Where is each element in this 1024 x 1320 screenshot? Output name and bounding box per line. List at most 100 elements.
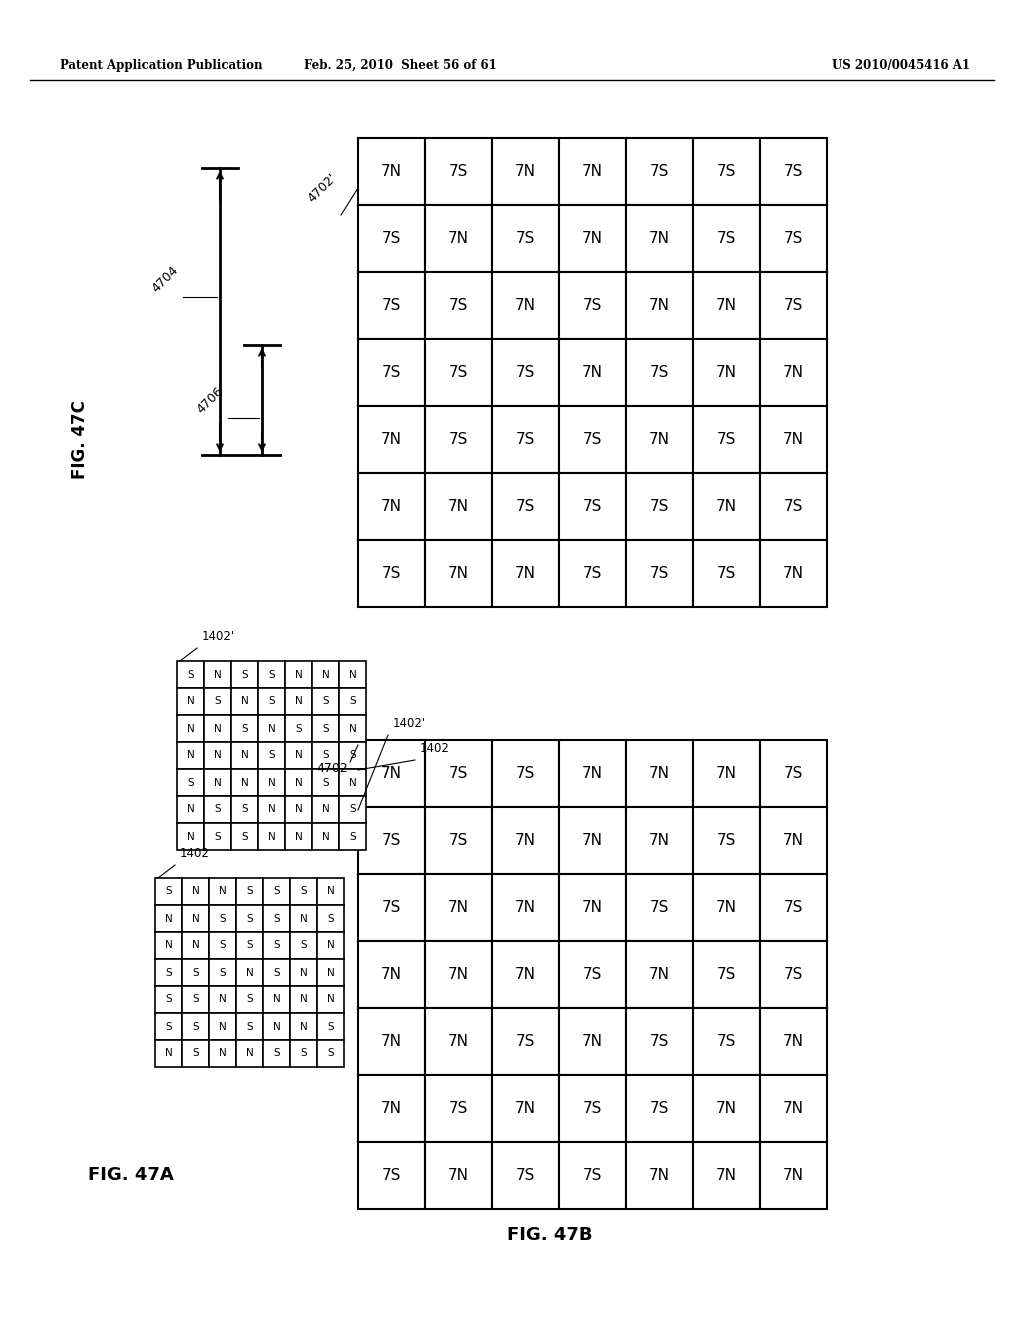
Bar bbox=[317, 932, 344, 960]
Bar bbox=[317, 1040, 344, 1067]
Bar bbox=[693, 540, 760, 607]
Bar bbox=[285, 661, 312, 688]
Bar bbox=[559, 339, 626, 407]
Text: 7N: 7N bbox=[649, 968, 670, 982]
Text: 7S: 7S bbox=[717, 1034, 736, 1049]
Text: 7S: 7S bbox=[650, 366, 670, 380]
Text: S: S bbox=[193, 1048, 199, 1059]
Bar bbox=[492, 1142, 559, 1209]
Bar bbox=[425, 205, 492, 272]
Bar bbox=[258, 688, 285, 715]
Text: S: S bbox=[323, 697, 329, 706]
Text: 4704: 4704 bbox=[150, 264, 181, 294]
Text: S: S bbox=[349, 751, 355, 760]
Text: 7S: 7S bbox=[717, 231, 736, 246]
Text: S: S bbox=[242, 669, 248, 680]
Bar bbox=[425, 540, 492, 607]
Bar bbox=[258, 796, 285, 822]
Bar bbox=[693, 1142, 760, 1209]
Text: N: N bbox=[219, 994, 226, 1005]
Bar bbox=[231, 661, 258, 688]
Bar bbox=[626, 139, 693, 205]
Bar bbox=[358, 1008, 425, 1074]
Bar bbox=[425, 941, 492, 1008]
Text: 7S: 7S bbox=[382, 298, 401, 313]
Text: N: N bbox=[327, 887, 335, 896]
Text: N: N bbox=[322, 804, 330, 814]
Bar bbox=[231, 822, 258, 850]
Text: N: N bbox=[214, 723, 221, 734]
Text: 7N: 7N bbox=[515, 566, 536, 581]
Text: S: S bbox=[242, 804, 248, 814]
Text: S: S bbox=[323, 751, 329, 760]
Text: 7S: 7S bbox=[650, 1034, 670, 1049]
Text: 4706: 4706 bbox=[195, 384, 226, 416]
Text: S: S bbox=[349, 697, 355, 706]
Text: N: N bbox=[327, 994, 335, 1005]
Bar bbox=[760, 540, 827, 607]
Bar bbox=[492, 339, 559, 407]
Bar bbox=[236, 1012, 263, 1040]
Text: 7S: 7S bbox=[516, 1168, 536, 1183]
Bar bbox=[760, 874, 827, 941]
Bar bbox=[312, 715, 339, 742]
Text: 7S: 7S bbox=[717, 833, 736, 847]
Bar bbox=[559, 741, 626, 807]
Bar bbox=[182, 906, 209, 932]
Text: N: N bbox=[214, 751, 221, 760]
Bar bbox=[312, 822, 339, 850]
Text: 7S: 7S bbox=[516, 432, 536, 447]
Bar bbox=[626, 941, 693, 1008]
Text: N: N bbox=[214, 669, 221, 680]
Bar bbox=[231, 688, 258, 715]
Bar bbox=[425, 1142, 492, 1209]
Text: 7S: 7S bbox=[382, 900, 401, 915]
Bar bbox=[236, 878, 263, 906]
Bar bbox=[155, 932, 182, 960]
Text: N: N bbox=[191, 913, 200, 924]
Bar bbox=[285, 688, 312, 715]
Text: N: N bbox=[300, 1022, 307, 1031]
Text: N: N bbox=[267, 777, 275, 788]
Text: Patent Application Publication: Patent Application Publication bbox=[60, 58, 262, 71]
Bar bbox=[177, 796, 204, 822]
Text: S: S bbox=[193, 1022, 199, 1031]
Text: N: N bbox=[165, 940, 172, 950]
Bar bbox=[559, 1142, 626, 1209]
Bar bbox=[626, 339, 693, 407]
Text: 7N: 7N bbox=[649, 833, 670, 847]
Bar bbox=[760, 339, 827, 407]
Text: FIG. 47C: FIG. 47C bbox=[71, 400, 89, 479]
Bar bbox=[231, 742, 258, 770]
Text: N: N bbox=[165, 1048, 172, 1059]
Text: 7S: 7S bbox=[382, 833, 401, 847]
Text: 7N: 7N bbox=[449, 900, 469, 915]
Bar bbox=[425, 874, 492, 941]
Text: 7S: 7S bbox=[449, 164, 468, 180]
Bar bbox=[358, 272, 425, 339]
Text: N: N bbox=[246, 1048, 253, 1059]
Bar bbox=[204, 661, 231, 688]
Text: 7N: 7N bbox=[783, 432, 804, 447]
Bar bbox=[290, 1012, 317, 1040]
Text: 7N: 7N bbox=[582, 164, 603, 180]
Text: 7S: 7S bbox=[583, 298, 602, 313]
Text: N: N bbox=[165, 913, 172, 924]
Text: 7N: 7N bbox=[783, 1101, 804, 1115]
Text: 7S: 7S bbox=[650, 1101, 670, 1115]
Bar bbox=[693, 407, 760, 473]
Text: 7S: 7S bbox=[783, 231, 803, 246]
Bar bbox=[339, 661, 366, 688]
Text: N: N bbox=[322, 832, 330, 842]
Text: S: S bbox=[349, 832, 355, 842]
Text: N: N bbox=[272, 994, 281, 1005]
Text: N: N bbox=[219, 1048, 226, 1059]
Text: N: N bbox=[348, 723, 356, 734]
Text: 7S: 7S bbox=[449, 766, 468, 781]
Text: N: N bbox=[300, 913, 307, 924]
Text: 7N: 7N bbox=[582, 900, 603, 915]
Bar bbox=[155, 960, 182, 986]
Text: 7S: 7S bbox=[583, 968, 602, 982]
Text: 7S: 7S bbox=[516, 231, 536, 246]
Text: S: S bbox=[300, 940, 307, 950]
